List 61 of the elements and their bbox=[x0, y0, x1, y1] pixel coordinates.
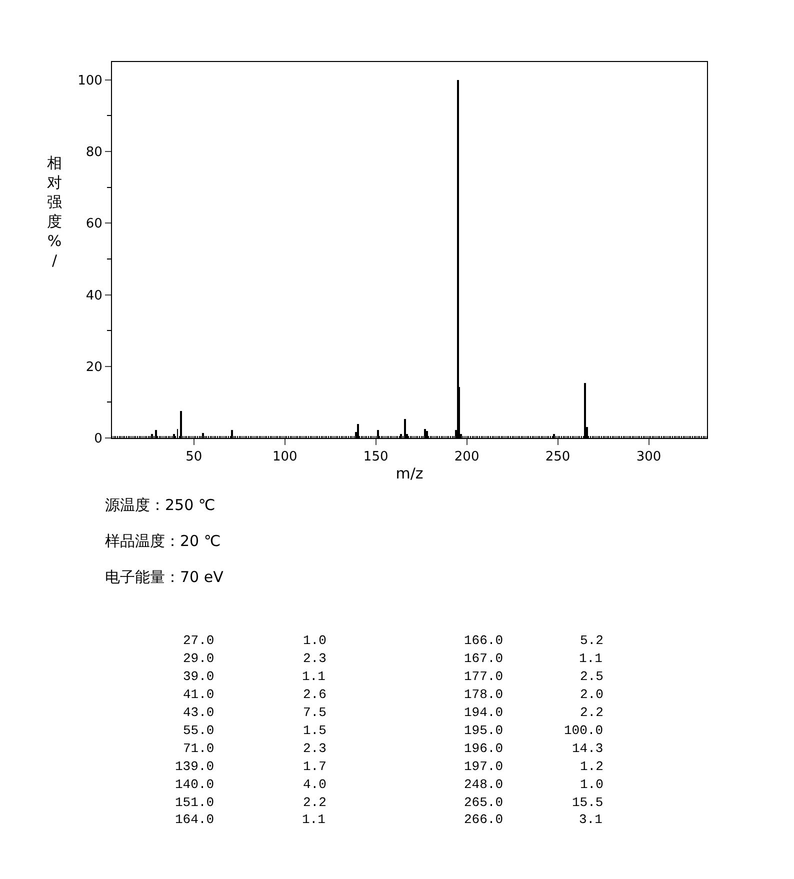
y-tick-label: 0 bbox=[94, 432, 102, 447]
text: 194.0 bbox=[464, 705, 504, 720]
x-tick-label: 50 bbox=[186, 450, 202, 465]
text: 1.2 bbox=[580, 759, 604, 774]
text: 139.0 bbox=[175, 759, 214, 774]
y-tick-label: 100 bbox=[78, 73, 102, 88]
x-tick-label: 200 bbox=[454, 450, 480, 465]
text: 265.0 bbox=[464, 795, 504, 810]
text: 27.0 bbox=[183, 633, 214, 648]
text: 71.0 bbox=[183, 741, 214, 756]
text: 2.6 bbox=[303, 687, 326, 702]
text: 29.0 bbox=[183, 651, 214, 666]
text: 140.0 bbox=[175, 777, 214, 792]
text: 1.0 bbox=[580, 777, 604, 792]
text: 1.1 bbox=[302, 669, 326, 684]
text: 55.0 bbox=[183, 723, 214, 738]
text: 178.0 bbox=[464, 687, 504, 702]
text: 197.0 bbox=[464, 759, 504, 774]
y-tick-label: 40 bbox=[86, 288, 102, 304]
x-tick-label: 250 bbox=[545, 450, 570, 465]
text: 195.0 bbox=[464, 723, 504, 738]
y-axis-title: 相对强度%/ bbox=[47, 154, 62, 270]
text: 2.2 bbox=[303, 795, 326, 810]
text: 1.7 bbox=[303, 759, 326, 774]
text: 39.0 bbox=[183, 669, 214, 684]
text: 1.1 bbox=[302, 812, 326, 827]
text: 43.0 bbox=[183, 705, 214, 720]
text: 1.0 bbox=[303, 633, 326, 648]
text: 177.0 bbox=[464, 669, 504, 684]
x-tick-label: 300 bbox=[636, 450, 662, 465]
y-tick-label: 80 bbox=[86, 145, 102, 160]
x-tick-label: 100 bbox=[272, 450, 298, 465]
text: 2.0 bbox=[580, 687, 604, 702]
text: 196.0 bbox=[464, 741, 504, 756]
text: 源温度：250 ℃ bbox=[105, 496, 216, 514]
text: 1.5 bbox=[303, 723, 326, 738]
x-tick-label: 150 bbox=[363, 450, 388, 465]
text: 167.0 bbox=[464, 651, 504, 666]
text: 2.2 bbox=[580, 705, 604, 720]
text: 166.0 bbox=[464, 633, 504, 648]
x-axis-title: m/z bbox=[396, 464, 424, 483]
text: 100.0 bbox=[564, 723, 604, 738]
text: 15.5 bbox=[572, 795, 604, 810]
text: 248.0 bbox=[464, 777, 504, 792]
text: 164.0 bbox=[175, 812, 214, 827]
text: 样品温度：20 ℃ bbox=[105, 532, 221, 550]
text: 151.0 bbox=[175, 795, 214, 810]
y-tick-label: 60 bbox=[86, 216, 102, 232]
y-tick-label: 20 bbox=[86, 360, 102, 375]
text: 14.3 bbox=[572, 741, 604, 756]
text: 5.2 bbox=[580, 633, 604, 648]
text: 4.0 bbox=[303, 777, 326, 792]
text: 2.3 bbox=[303, 741, 326, 756]
text: 41.0 bbox=[183, 687, 214, 702]
text: 266.0 bbox=[464, 812, 504, 827]
text: 7.5 bbox=[303, 705, 326, 720]
text: 1.1 bbox=[579, 651, 603, 666]
text: 2.5 bbox=[580, 669, 604, 684]
text: 电子能量：70 eV bbox=[105, 568, 224, 586]
text: 3.1 bbox=[579, 812, 603, 827]
text: 2.3 bbox=[303, 651, 326, 666]
